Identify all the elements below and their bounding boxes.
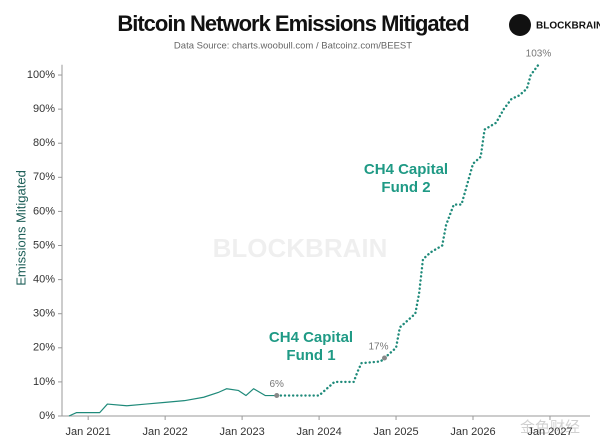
annotation-dot [274,393,280,399]
y-tick-label: 60% [33,205,55,217]
chart-subtitle: Data Source: charts.woobull.com / Batcoi… [174,41,412,52]
y-tick-label: 70% [33,171,55,183]
x-tick-label: Jan 2026 [450,426,495,438]
annotation-dot [381,355,387,361]
brand-name: BLOCKBRAIN [536,21,600,32]
annotation-label: 17% [368,342,388,353]
brand-logo [509,14,531,36]
x-tick-label: Jan 2021 [66,426,111,438]
y-tick-label: 90% [33,103,55,115]
chart-title: Bitcoin Network Emissions Mitigated [117,11,468,36]
y-tick-label: 100% [27,69,55,81]
y-axis-label: Emissions Mitigated [13,170,28,286]
note-text: Fund 2 [381,179,430,196]
y-tick-label: 50% [33,239,55,251]
y-tick-label: 20% [33,342,55,354]
x-tick-label: Jan 2025 [373,426,418,438]
series-line [275,63,540,397]
x-tick-label: Jan 2023 [219,426,264,438]
watermark: 金色财经 [520,419,580,436]
annotation-label: 103% [526,48,552,59]
x-tick-label: Jan 2024 [296,426,341,438]
note-text: Fund 1 [286,347,335,364]
watermark: BLOCKBRAIN [213,233,388,263]
y-tick-label: 30% [33,308,55,320]
y-tick-label: 10% [33,376,55,388]
note-text: CH4 Capital [364,161,448,178]
x-tick-label: Jan 2022 [143,426,188,438]
note-text: CH4 Capital [269,329,353,346]
x-tick-label: Jan 2027 [527,426,572,438]
annotation-label: 6% [270,379,285,390]
y-tick-label: 40% [33,274,55,286]
y-tick-label: 0% [39,410,55,422]
y-tick-label: 80% [33,137,55,149]
series-line [68,388,277,417]
